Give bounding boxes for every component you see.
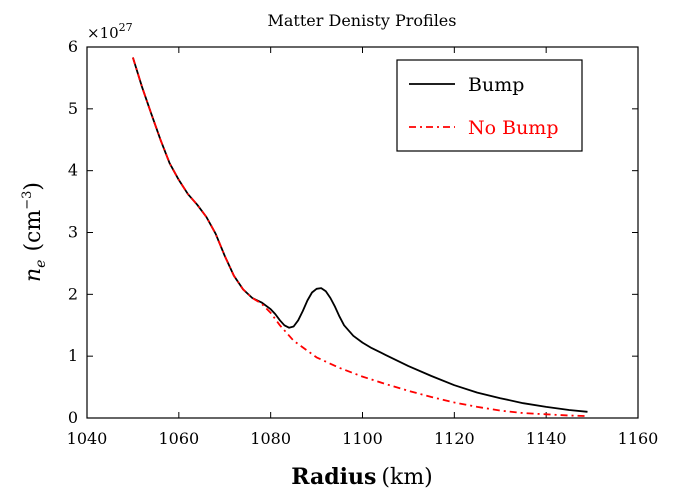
axis-ticks: 1040 1060 1080 1100 1120 1140 1160 0 1 2 3 4 5 6 (67, 37, 659, 448)
y-tick-label: 3 (68, 223, 78, 242)
series-layer (132, 57, 588, 417)
series-line-no-bump (132, 57, 588, 417)
chart-title: Matter Denisty Profiles (268, 11, 457, 30)
x-tick-label: 1120 (434, 429, 475, 448)
svg-text:ne(cm−3): ne(cm−3) (20, 182, 49, 282)
y-tick-label: 6 (68, 37, 78, 56)
y-axis-label: ne(cm−3) (20, 182, 49, 282)
legend-label-no-bump: No Bump (468, 117, 558, 139)
x-tick-label: 1060 (158, 429, 199, 448)
y-tick-label: 4 (68, 161, 78, 180)
x-tick-label: 1040 (67, 429, 108, 448)
y-multiplier: ×1027 (87, 21, 133, 42)
legend: Bump No Bump (396, 59, 583, 152)
legend-label-bump: Bump (468, 74, 524, 96)
x-tick-label: 1160 (618, 429, 659, 448)
x-axis-label: Radius (km) (291, 464, 433, 489)
y-tick-label: 1 (68, 346, 78, 365)
y-tick-label: 2 (68, 284, 78, 303)
x-tick-label: 1100 (342, 429, 383, 448)
y-tick-label: 0 (68, 408, 78, 427)
legend-box (396, 59, 583, 152)
y-tick-label: 5 (68, 99, 78, 118)
series-line-bump (132, 57, 588, 413)
x-tick-label: 1140 (526, 429, 567, 448)
x-tick-label: 1080 (250, 429, 291, 448)
